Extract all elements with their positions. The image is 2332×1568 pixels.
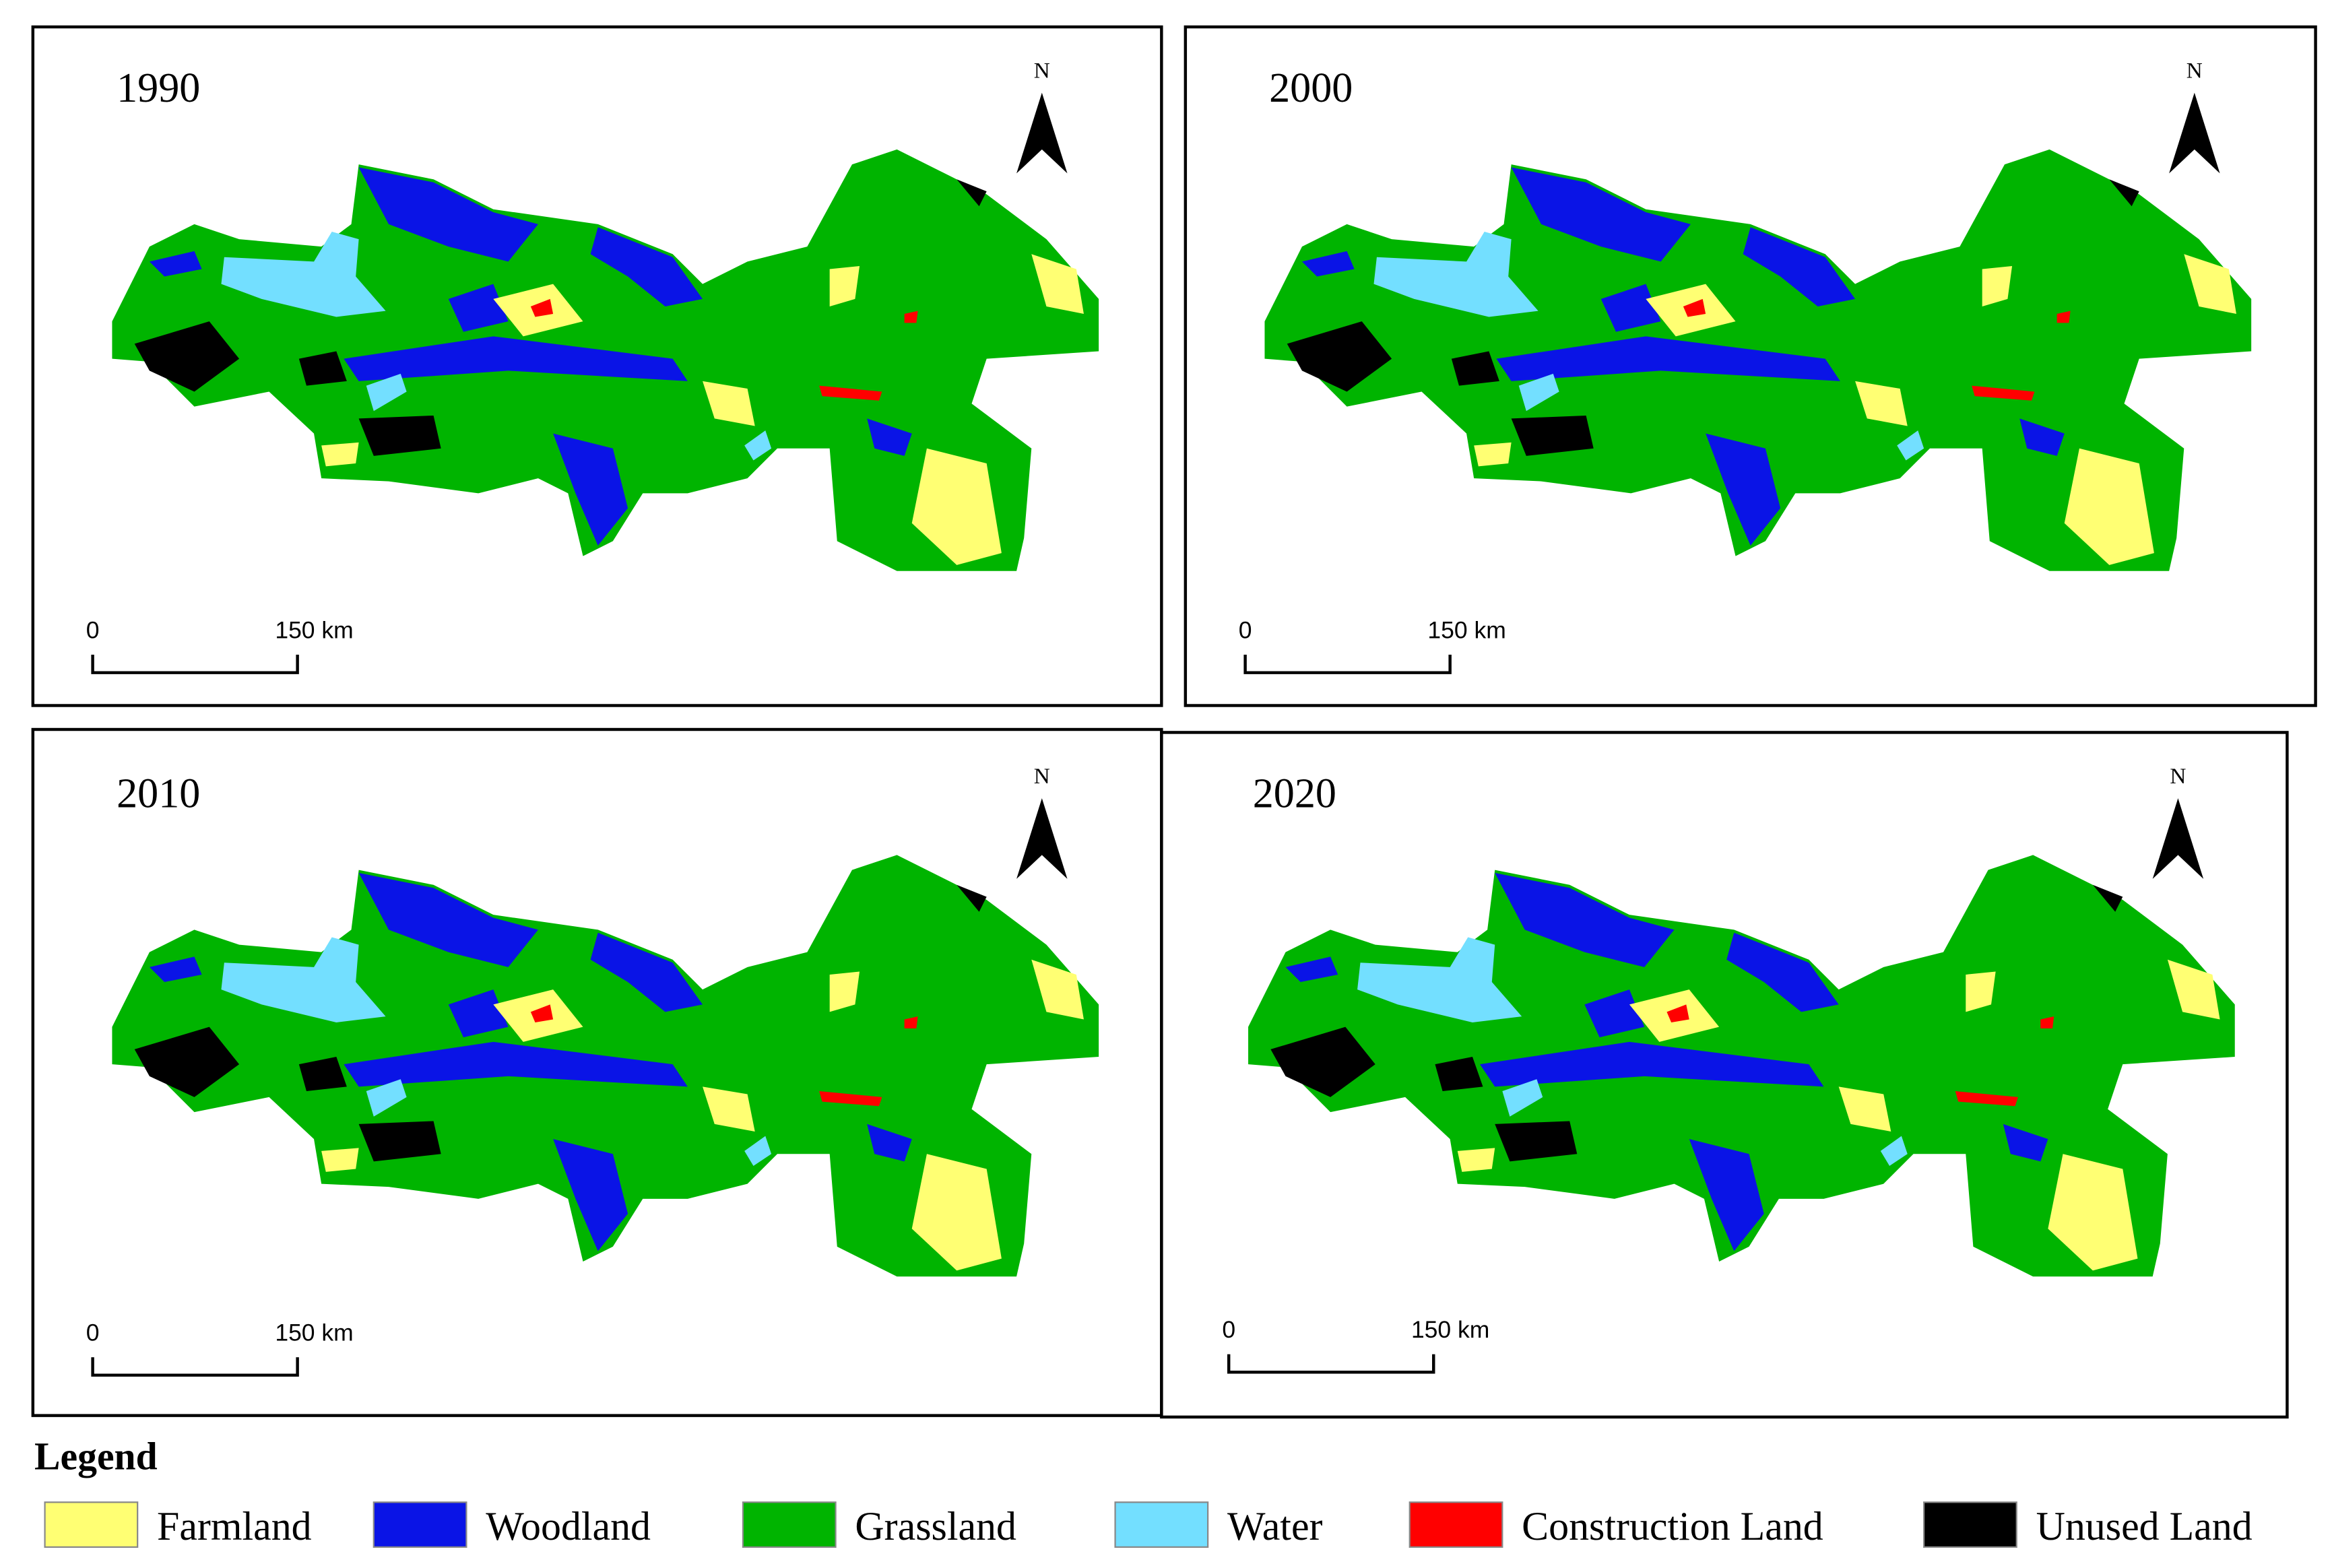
legend-label: Farmland <box>157 1504 312 1548</box>
map-panel: 1990 N 0 150 km <box>31 25 1163 707</box>
legend-swatch <box>373 1501 467 1548</box>
land-cover-map <box>1264 149 2252 571</box>
legend-label: Construction Land <box>1522 1504 1823 1548</box>
north-arrow <box>2152 798 2204 879</box>
legend-label: Grassland <box>855 1504 1016 1548</box>
panel-frame <box>31 25 1163 707</box>
legend-swatch <box>1923 1501 2017 1548</box>
scale-end: 150 km <box>275 1319 353 1346</box>
scale-start: 0 <box>1222 1316 1235 1343</box>
legend-label: Water <box>1227 1504 1323 1548</box>
year-label: 2010 <box>117 771 200 816</box>
north-arrow <box>1016 798 1068 879</box>
legend-title: Legend <box>34 1436 158 1478</box>
north-arrow <box>2169 92 2220 174</box>
map-panel: 2010 N 0 150 km <box>31 727 1163 1417</box>
year-label: 1990 <box>117 65 200 111</box>
north-label: N <box>1034 58 1050 83</box>
scale-bar <box>91 1357 299 1377</box>
scale-start: 0 <box>86 617 100 644</box>
legend: Legend Farmland Woodland Grassland Water Cons… <box>34 1436 2253 1548</box>
north-label: N <box>2170 764 2186 789</box>
map-panel: 2000 N 0 150 km <box>1184 25 2317 707</box>
legend-swatch <box>742 1501 837 1548</box>
north-arrow <box>1016 92 1068 174</box>
scale-end: 150 km <box>1411 1316 1489 1343</box>
land-cover-map <box>112 149 1099 571</box>
legend-swatch <box>44 1501 139 1548</box>
scale-start: 0 <box>86 1319 100 1346</box>
north-label: N <box>1034 764 1050 789</box>
legend-label: Woodland <box>486 1504 651 1548</box>
panel-frame <box>1184 25 2317 707</box>
land-cover-map <box>1248 855 2235 1277</box>
scale-bar <box>91 655 299 674</box>
scale-end: 150 km <box>275 617 353 644</box>
year-label: 2000 <box>1269 65 1353 111</box>
scale-bar <box>1243 655 1452 674</box>
panel-frame <box>1160 731 2289 1419</box>
legend-label: Unused Land <box>2036 1504 2253 1548</box>
map-panel: 2020 N 0 150 km <box>1160 731 2289 1419</box>
north-label: N <box>2187 58 2203 83</box>
land-cover-map <box>112 855 1099 1277</box>
scale-bar <box>1227 1354 1435 1374</box>
legend-swatch <box>1408 1501 1503 1548</box>
year-label: 2020 <box>1253 771 1336 816</box>
scale-end: 150 km <box>1427 617 1505 644</box>
scale-start: 0 <box>1239 617 1252 644</box>
legend-swatch <box>1114 1501 1209 1548</box>
